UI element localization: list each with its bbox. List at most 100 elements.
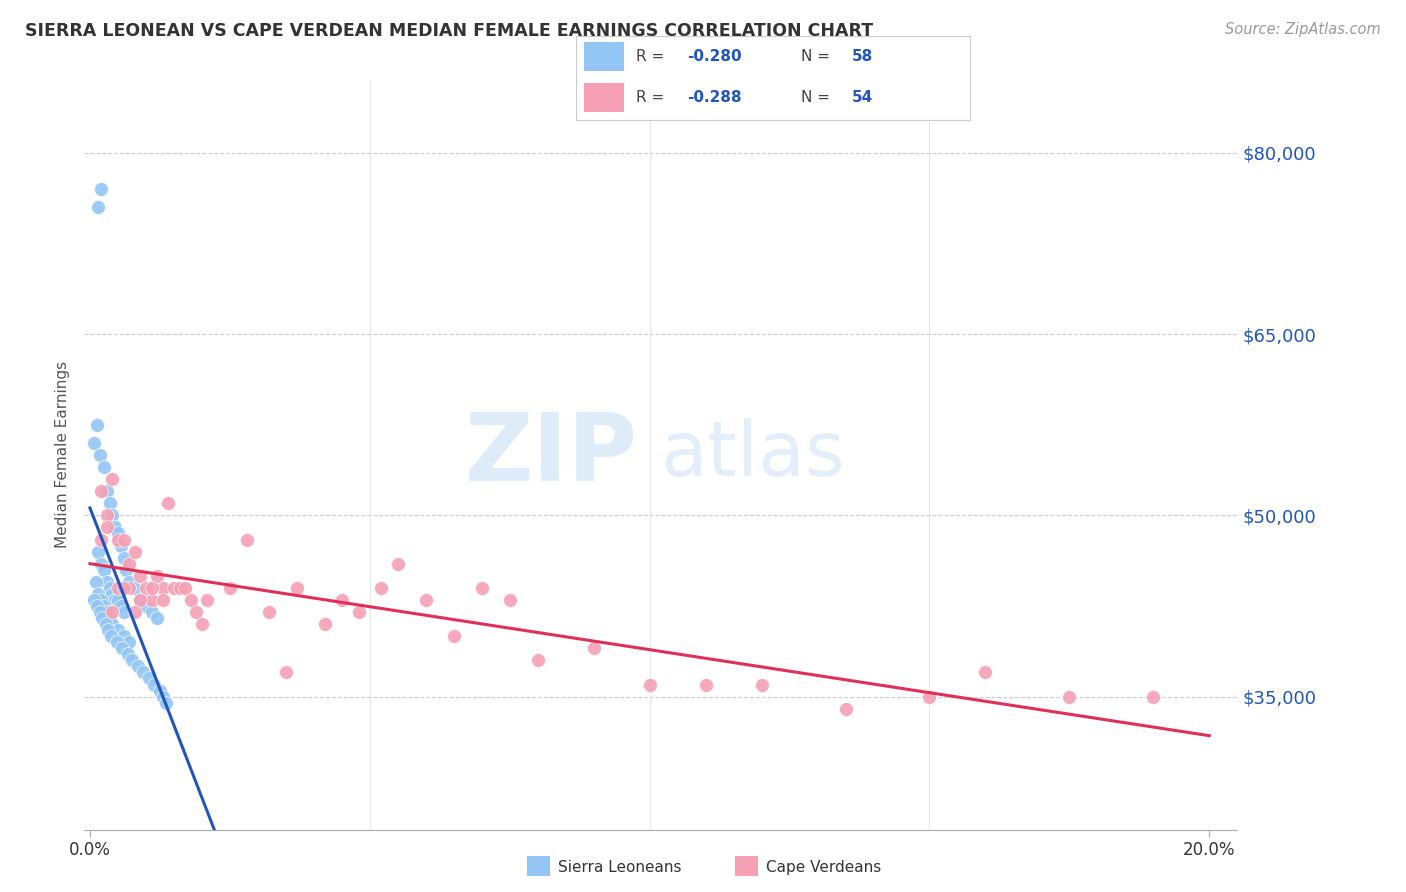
- Point: [129, 568, 152, 582]
- Point: [186, 605, 208, 619]
- Point: [107, 533, 129, 547]
- Point: [285, 581, 308, 595]
- Text: -0.288: -0.288: [686, 90, 741, 105]
- Point: [89, 605, 111, 619]
- Point: [146, 611, 169, 625]
- Point: [132, 665, 155, 680]
- Point: [235, 533, 257, 547]
- Text: Sierra Leoneans: Sierra Leoneans: [558, 860, 682, 874]
- Point: [143, 677, 166, 691]
- Point: [146, 568, 169, 582]
- Point: [197, 593, 219, 607]
- Point: [96, 574, 118, 589]
- Point: [191, 617, 214, 632]
- Point: [257, 605, 280, 619]
- Point: [918, 690, 941, 704]
- Point: [121, 653, 143, 667]
- Point: [107, 623, 129, 637]
- Point: [218, 581, 240, 595]
- Point: [112, 629, 135, 643]
- Point: [1142, 690, 1164, 704]
- Point: [387, 557, 409, 571]
- Point: [124, 581, 146, 595]
- Point: [141, 605, 163, 619]
- Text: Cape Verdeans: Cape Verdeans: [766, 860, 882, 874]
- Point: [98, 581, 121, 595]
- Text: N =: N =: [801, 90, 835, 105]
- Point: [86, 599, 108, 613]
- Point: [138, 672, 160, 686]
- Point: [98, 611, 121, 625]
- Point: [87, 544, 110, 558]
- Text: atlas: atlas: [661, 418, 845, 491]
- Text: -0.280: -0.280: [686, 49, 741, 64]
- Point: [110, 539, 132, 553]
- Text: SIERRA LEONEAN VS CAPE VERDEAN MEDIAN FEMALE EARNINGS CORRELATION CHART: SIERRA LEONEAN VS CAPE VERDEAN MEDIAN FE…: [25, 22, 873, 40]
- Text: R =: R =: [636, 90, 669, 105]
- Point: [695, 677, 717, 691]
- Text: Source: ZipAtlas.com: Source: ZipAtlas.com: [1225, 22, 1381, 37]
- Text: N =: N =: [801, 49, 835, 64]
- Point: [96, 508, 118, 523]
- Point: [96, 520, 118, 534]
- Point: [174, 581, 197, 595]
- Point: [96, 605, 118, 619]
- Point: [118, 574, 141, 589]
- Point: [1059, 690, 1081, 704]
- Point: [127, 659, 149, 673]
- Point: [90, 593, 112, 607]
- Point: [84, 574, 107, 589]
- Point: [83, 435, 105, 450]
- Text: 58: 58: [852, 49, 873, 64]
- Point: [83, 593, 105, 607]
- Point: [180, 593, 202, 607]
- Point: [104, 520, 127, 534]
- Point: [330, 593, 353, 607]
- Point: [141, 581, 163, 595]
- Point: [314, 617, 336, 632]
- Point: [93, 563, 115, 577]
- Point: [129, 593, 152, 607]
- Point: [86, 417, 108, 432]
- Point: [834, 702, 856, 716]
- Point: [526, 653, 548, 667]
- Point: [124, 605, 146, 619]
- Point: [111, 641, 134, 656]
- Point: [90, 182, 112, 196]
- Point: [112, 605, 135, 619]
- Point: [101, 472, 124, 486]
- FancyBboxPatch shape: [585, 43, 624, 71]
- Point: [347, 605, 370, 619]
- Point: [152, 593, 174, 607]
- Point: [101, 605, 124, 619]
- Point: [112, 533, 135, 547]
- Point: [370, 581, 392, 595]
- Point: [751, 677, 773, 691]
- Point: [96, 484, 118, 499]
- Point: [141, 593, 163, 607]
- Point: [135, 599, 157, 613]
- Y-axis label: Median Female Earnings: Median Female Earnings: [55, 361, 70, 549]
- Point: [118, 635, 141, 649]
- Point: [100, 629, 122, 643]
- Text: 54: 54: [852, 90, 873, 105]
- Point: [112, 581, 135, 595]
- Point: [110, 599, 132, 613]
- FancyBboxPatch shape: [585, 83, 624, 112]
- Point: [107, 581, 129, 595]
- Point: [87, 200, 110, 214]
- Point: [582, 641, 605, 656]
- Point: [274, 665, 297, 680]
- Point: [169, 581, 191, 595]
- Point: [499, 593, 522, 607]
- Point: [149, 683, 172, 698]
- Point: [101, 617, 124, 632]
- Point: [974, 665, 997, 680]
- Point: [90, 557, 112, 571]
- Point: [115, 563, 138, 577]
- Point: [152, 581, 174, 595]
- Point: [118, 557, 141, 571]
- Point: [129, 593, 152, 607]
- Point: [155, 696, 177, 710]
- Point: [93, 460, 115, 475]
